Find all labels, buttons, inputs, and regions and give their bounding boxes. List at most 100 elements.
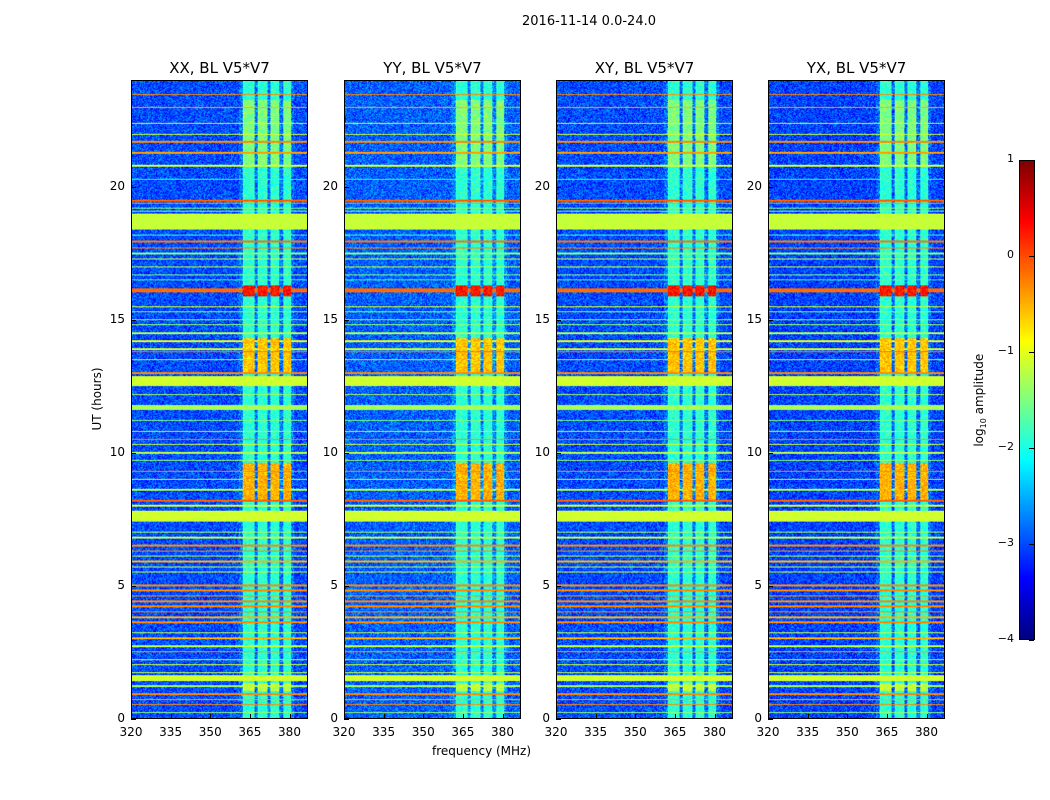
y-tick-mark (131, 719, 136, 720)
y-tick-label: 15 (322, 311, 338, 326)
y-tick-label: 10 (322, 444, 338, 459)
colorbar (1019, 160, 1035, 640)
x-tick-mark (556, 714, 557, 719)
x-tick-label: 350 (623, 725, 647, 739)
x-tick-mark (383, 714, 385, 719)
colorbar-tick-label: 0 (1007, 248, 1014, 261)
spectrogram-panel (131, 80, 308, 719)
y-tick-mark (344, 186, 349, 188)
y-tick-label: 0 (330, 711, 338, 725)
x-tick-label: 365 (451, 725, 475, 739)
y-tick-label: 15 (109, 311, 125, 326)
x-tick-label: 380 (703, 725, 726, 739)
colorbar-label-subscript: 10 (979, 418, 989, 429)
x-tick-mark (886, 714, 888, 719)
y-tick-label: 5 (754, 577, 762, 592)
x-tick-label: 320 (332, 725, 356, 739)
colorbar-tick-label: −3 (997, 536, 1014, 549)
y-tick-mark (556, 585, 561, 587)
y-tick-label: 10 (534, 444, 550, 459)
colorbar-label-rest: amplitude (971, 353, 986, 419)
x-tick-label: 350 (411, 725, 435, 739)
x-tick-mark (462, 714, 464, 719)
x-tick-label: 320 (756, 725, 780, 739)
x-tick-mark (768, 714, 769, 719)
y-tick-label: 0 (754, 711, 762, 725)
x-tick-label: 365 (875, 725, 899, 739)
x-tick-mark (847, 714, 849, 719)
x-tick-mark (170, 714, 172, 719)
x-tick-label: 320 (119, 725, 143, 739)
y-tick-mark (556, 719, 561, 720)
x-tick-label: 350 (835, 725, 859, 739)
colorbar-tick-label: −4 (997, 632, 1014, 645)
colorbar-tick-label: −2 (997, 440, 1014, 453)
panel-title: YY, BL V5*V7 (383, 59, 482, 77)
colorbar-tick-mark (1029, 448, 1034, 449)
x-tick-label: 365 (663, 725, 687, 739)
spectrogram-panel (768, 80, 945, 719)
figure-title: 2016-11-14 0.0-24.0 (522, 14, 656, 29)
x-tick-mark (807, 714, 809, 719)
y-tick-label: 15 (534, 311, 550, 326)
panel-title: XY, BL V5*V7 (594, 59, 695, 77)
y-tick-label: 15 (746, 311, 762, 326)
y-tick-mark (768, 719, 773, 720)
x-tick-mark (635, 714, 637, 719)
y-tick-label: 5 (117, 577, 125, 592)
x-tick-label: 380 (491, 725, 514, 739)
x-tick-label: 365 (238, 725, 262, 739)
spectrogram-panel (344, 80, 521, 719)
colorbar-tick-mark (1029, 640, 1034, 641)
y-tick-mark (344, 719, 349, 720)
y-tick-mark (131, 319, 136, 321)
x-tick-mark (289, 714, 291, 719)
x-tick-label: 335 (584, 725, 608, 739)
x-tick-label: 320 (544, 725, 568, 739)
x-tick-label: 350 (198, 725, 222, 739)
x-tick-label: 335 (159, 725, 183, 739)
x-tick-mark (674, 714, 676, 719)
y-tick-label: 10 (109, 444, 125, 459)
x-tick-mark (595, 714, 597, 719)
y-tick-mark (768, 585, 773, 587)
y-tick-mark (768, 452, 773, 454)
colorbar-label: log10 amplitude (972, 345, 988, 455)
y-tick-label: 10 (746, 444, 762, 459)
x-tick-mark (423, 714, 425, 719)
y-tick-mark (556, 186, 561, 188)
y-tick-label: 5 (330, 577, 338, 592)
y-tick-mark (131, 186, 136, 188)
x-tick-label: 380 (278, 725, 301, 739)
y-tick-label: 20 (109, 178, 125, 193)
panel-title: XX, BL V5*V7 (169, 59, 270, 77)
y-tick-mark (344, 319, 349, 321)
x-tick-mark (249, 714, 251, 719)
y-tick-mark (344, 585, 349, 587)
colorbar-tick-label: −1 (997, 344, 1014, 357)
y-tick-label: 20 (534, 178, 550, 193)
colorbar-tick-mark (1029, 352, 1034, 353)
colorbar-tick-mark (1029, 256, 1034, 257)
y-tick-mark (556, 452, 561, 454)
x-tick-label: 380 (915, 725, 938, 739)
x-axis-label: frequency (MHz) (432, 744, 532, 758)
x-tick-mark (131, 714, 132, 719)
y-tick-mark (131, 452, 136, 454)
x-tick-mark (344, 714, 345, 719)
x-tick-mark (210, 714, 212, 719)
spectrogram-panel (556, 80, 733, 719)
y-tick-mark (768, 319, 773, 321)
x-tick-label: 335 (796, 725, 820, 739)
y-tick-label: 20 (746, 178, 762, 193)
y-tick-label: 5 (542, 577, 550, 592)
x-tick-mark (502, 714, 504, 719)
colorbar-tick-mark (1029, 160, 1034, 161)
x-tick-mark (926, 714, 928, 719)
y-tick-mark (131, 585, 136, 587)
y-tick-mark (556, 319, 561, 321)
panel-title: YX, BL V5*V7 (806, 59, 907, 77)
x-tick-mark (714, 714, 716, 719)
y-tick-mark (344, 452, 349, 454)
